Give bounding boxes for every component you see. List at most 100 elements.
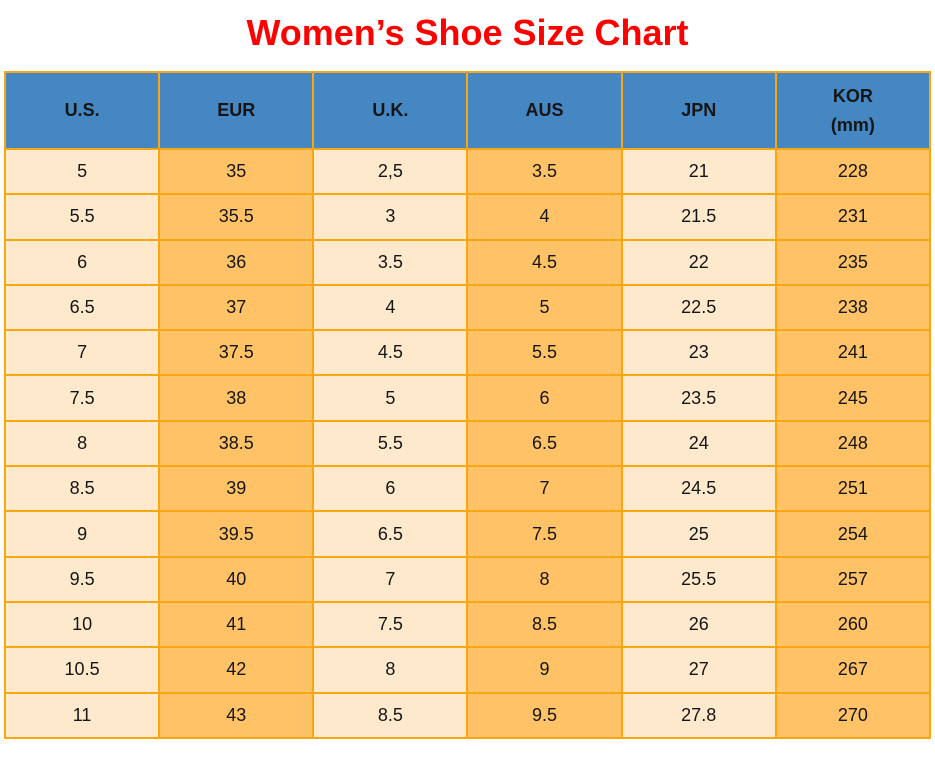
table-cell-kor: 267 — [774, 646, 932, 694]
column-header-us: U.S. — [3, 71, 161, 150]
table-cell-jpn: 24 — [620, 419, 777, 468]
table-cell-jpn: 25.5 — [620, 555, 777, 603]
table-row: 6.5 37 4 5 22.5 238 — [3, 283, 932, 332]
table-cell-aus: 8.5 — [466, 600, 623, 649]
table-cell-kor: 248 — [774, 419, 932, 468]
table-cell-uk: 4.5 — [312, 329, 469, 377]
table-cell-uk: 3 — [312, 193, 469, 241]
table-cell-us: 5 — [3, 147, 161, 196]
column-header-kor: KOR (mm) — [774, 71, 932, 150]
table-cell-eur: 40 — [158, 555, 315, 603]
table-cell-us: 8 — [3, 419, 161, 468]
table-cell-uk: 5.5 — [312, 419, 469, 468]
table-cell-kor: 257 — [774, 555, 932, 603]
table-cell-eur: 43 — [158, 691, 315, 739]
table-cell-jpn: 23.5 — [620, 374, 777, 422]
table-cell-jpn: 27 — [620, 646, 777, 694]
column-header-jpn: JPN — [620, 71, 777, 150]
table-cell-jpn: 21 — [620, 147, 777, 196]
table-cell-kor: 228 — [774, 147, 932, 196]
table-cell-kor: 231 — [774, 193, 932, 241]
table-cell-jpn: 22.5 — [620, 283, 777, 332]
table-cell-aus: 4 — [466, 193, 623, 241]
table-cell-eur: 37.5 — [158, 329, 315, 377]
table-cell-aus: 5.5 — [466, 329, 623, 377]
table-cell-kor: 260 — [774, 600, 932, 649]
table-cell-uk: 8 — [312, 646, 469, 694]
table-cell-aus: 5 — [466, 283, 623, 332]
table-cell-aus: 4.5 — [466, 238, 623, 286]
column-header-aus: AUS — [466, 71, 623, 150]
table-cell-jpn: 21.5 — [620, 193, 777, 241]
table-cell-eur: 36 — [158, 238, 315, 286]
table-cell-kor: 245 — [774, 374, 932, 422]
table-cell-uk: 2,5 — [312, 147, 469, 196]
table-cell-jpn: 23 — [620, 329, 777, 377]
table-cell-us: 6.5 — [3, 283, 161, 332]
table-body: 5 35 2,5 3.5 21 228 5.5 35.5 3 4 21.5 231 6 36 3.5 4.5 2… — [3, 147, 932, 739]
table-cell-eur: 42 — [158, 646, 315, 694]
table-head: U.S. EUR U.K. AUS JPN KOR (mm) — [3, 71, 932, 150]
table-cell-aus: 6 — [466, 374, 623, 422]
table-cell-us: 7 — [3, 329, 161, 377]
table-cell-aus: 9.5 — [466, 691, 623, 739]
table-cell-jpn: 24.5 — [620, 465, 777, 513]
table-cell-jpn: 26 — [620, 600, 777, 649]
table-cell-aus: 3.5 — [466, 147, 623, 196]
table-cell-aus: 9 — [466, 646, 623, 694]
table-cell-us: 6 — [3, 238, 161, 286]
table-cell-uk: 3.5 — [312, 238, 469, 286]
table-cell-uk: 4 — [312, 283, 469, 332]
table-cell-us: 11 — [3, 691, 161, 739]
table-cell-aus: 8 — [466, 555, 623, 603]
table-cell-kor: 238 — [774, 283, 932, 332]
table-cell-jpn: 27.8 — [620, 691, 777, 739]
table-cell-aus: 7 — [466, 465, 623, 513]
table-cell-uk: 6.5 — [312, 510, 469, 558]
table-row: 7.5 38 5 6 23.5 245 — [3, 374, 932, 422]
table-cell-uk: 8.5 — [312, 691, 469, 739]
table-row: 7 37.5 4.5 5.5 23 241 — [3, 329, 932, 377]
table-row: 8 38.5 5.5 6.5 24 248 — [3, 419, 932, 468]
table-cell-us: 5.5 — [3, 193, 161, 241]
table-row: 11 43 8.5 9.5 27.8 270 — [3, 691, 932, 739]
table-cell-eur: 39 — [158, 465, 315, 513]
table-cell-eur: 37 — [158, 283, 315, 332]
table-cell-us: 10.5 — [3, 646, 161, 694]
table-row: 9.5 40 7 8 25.5 257 — [3, 555, 932, 603]
table-cell-kor: 251 — [774, 465, 932, 513]
table-header-row: U.S. EUR U.K. AUS JPN KOR (mm) — [3, 71, 932, 150]
table-cell-eur: 41 — [158, 600, 315, 649]
table-cell-uk: 6 — [312, 465, 469, 513]
table-cell-uk: 7 — [312, 555, 469, 603]
table-cell-uk: 7.5 — [312, 600, 469, 649]
table-cell-eur: 35.5 — [158, 193, 315, 241]
table-cell-us: 9 — [3, 510, 161, 558]
table-row: 6 36 3.5 4.5 22 235 — [3, 238, 932, 286]
table-cell-us: 7.5 — [3, 374, 161, 422]
table-cell-eur: 39.5 — [158, 510, 315, 558]
table-cell-us: 10 — [3, 600, 161, 649]
column-header-eur: EUR — [158, 71, 315, 150]
table-cell-kor: 254 — [774, 510, 932, 558]
column-header-uk: U.K. — [312, 71, 469, 150]
table-cell-kor: 241 — [774, 329, 932, 377]
table-cell-jpn: 22 — [620, 238, 777, 286]
table-cell-aus: 7.5 — [466, 510, 623, 558]
table-cell-jpn: 25 — [620, 510, 777, 558]
table-row: 10.5 42 8 9 27 267 — [3, 646, 932, 694]
page-title: Women’s Shoe Size Chart — [246, 12, 689, 53]
table-cell-kor: 235 — [774, 238, 932, 286]
table-cell-us: 8.5 — [3, 465, 161, 513]
table-cell-kor: 270 — [774, 691, 932, 739]
table-row: 9 39.5 6.5 7.5 25 254 — [3, 510, 932, 558]
table-row: 8.5 39 6 7 24.5 251 — [3, 465, 932, 513]
table-row: 10 41 7.5 8.5 26 260 — [3, 600, 932, 649]
table-cell-us: 9.5 — [3, 555, 161, 603]
table-cell-uk: 5 — [312, 374, 469, 422]
shoe-size-table: U.S. EUR U.K. AUS JPN KOR (mm) 5 35 2,5 3.5 21 228… — [3, 71, 932, 739]
table-cell-eur: 35 — [158, 147, 315, 196]
table-cell-eur: 38.5 — [158, 419, 315, 468]
table-cell-aus: 6.5 — [466, 419, 623, 468]
